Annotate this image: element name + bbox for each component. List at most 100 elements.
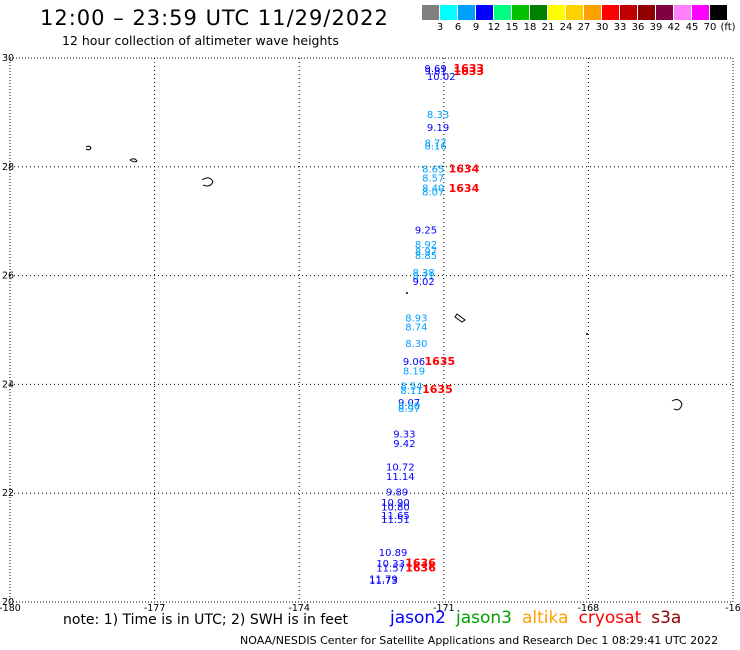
wave-height-label: 10.02 — [427, 72, 456, 83]
wave-height-label: 8.07 — [422, 187, 444, 198]
scale-label: 70 — [703, 22, 717, 33]
scale-swatch — [656, 5, 673, 20]
wave-height-label: 9.81 — [425, 67, 447, 78]
scale-swatch — [494, 5, 511, 20]
pass-time-label: 1636 — [405, 562, 436, 575]
footnote: note: 1) Time is in UTC; 2) SWH is in fe… — [63, 612, 349, 628]
wave-height-label: 9.42 — [393, 439, 415, 450]
wave-height-label: 9.06 — [403, 357, 425, 368]
wave-height-label: 8.92 — [415, 240, 437, 251]
scale-swatch — [710, 5, 727, 20]
scale-label: 39 — [649, 22, 663, 33]
scale-label: 6 — [454, 22, 462, 33]
latitude-label: 22 — [2, 488, 14, 499]
scale-label: 36 — [631, 22, 645, 33]
wave-height-label: 8.16 — [425, 142, 447, 153]
scale-label: 21 — [541, 22, 555, 33]
island-dot — [406, 292, 408, 294]
wave-height-label: 10.72 — [386, 463, 415, 474]
wave-height-label: 8.74 — [405, 323, 427, 334]
scale-label: 12 — [487, 22, 501, 33]
scale-label: 3 — [436, 22, 444, 33]
scale-label: 30 — [595, 22, 609, 33]
island-outline — [129, 158, 138, 163]
scale-label: 15 — [505, 22, 519, 33]
wave-height-label: 8.97 — [415, 247, 437, 258]
wave-height-label: 8.85 — [415, 251, 437, 262]
latitude-label: 28 — [2, 162, 14, 173]
latitude-label: 24 — [2, 379, 14, 390]
wave-height-label: 8.11 — [400, 386, 422, 397]
satellite-legend-item: jason3 — [456, 608, 512, 628]
scale-swatch — [422, 5, 439, 20]
wave-height-label: 10.33 — [376, 559, 405, 570]
wave-height-label: 8.93 — [405, 313, 427, 324]
longitude-label: -174 — [288, 603, 310, 614]
map-title: 12:00 – 23:59 UTC 11/29/2022 — [40, 6, 389, 30]
wave-height-label: 11.51 — [381, 515, 410, 526]
island-outline — [454, 313, 466, 323]
pass-time-label: 1634 — [449, 162, 480, 175]
wave-height-label: 8.54 — [400, 381, 422, 392]
island-dot — [586, 333, 588, 335]
wave-height-label: 10.90 — [381, 498, 410, 509]
scale-swatch — [602, 5, 619, 20]
pass-time-label: 1635 — [422, 383, 453, 396]
longitude-label: -16 — [725, 603, 740, 614]
scale-swatch — [548, 5, 565, 20]
wave-height-label: 11.65 — [381, 511, 410, 522]
wave-height-label: 8.80 — [398, 402, 420, 413]
scale-swatch — [512, 5, 529, 20]
pass-time-label: 1633 — [453, 65, 484, 78]
wave-height-label: 9.89 — [386, 488, 408, 499]
longitude-label: -177 — [144, 603, 166, 614]
wave-height-label: 9.25 — [415, 225, 437, 236]
scale-swatch — [530, 5, 547, 20]
scale-swatch — [458, 5, 475, 20]
latitude-label: 30 — [2, 53, 14, 64]
pass-time-label: 1634 — [449, 182, 480, 195]
wave-height-label: 8.71 — [412, 272, 434, 283]
wave-height-label: 11.14 — [386, 472, 415, 483]
wave-height-label: 11.79 — [369, 575, 398, 586]
wave-height-label: 8.77 — [425, 138, 447, 149]
satellite-legend-item: s3a — [651, 608, 682, 628]
scale-label: 45 — [685, 22, 699, 33]
scale-swatch — [638, 5, 655, 20]
satellite-legend-item: jason2 — [390, 608, 446, 628]
wave-height-label: 9.02 — [412, 277, 434, 288]
map-subtitle: 12 hour collection of altimeter wave hei… — [62, 33, 339, 48]
wave-height-label: 9.69 — [425, 64, 447, 75]
scale-swatch — [476, 5, 493, 20]
satellite-legend-item: cryosat — [578, 608, 642, 628]
scale-label: 33 — [613, 22, 627, 33]
scale-label: 18 — [523, 22, 537, 33]
scale-swatch — [584, 5, 601, 20]
wave-height-label: 11.57 — [376, 564, 405, 575]
pass-time-label: 1636 — [405, 556, 436, 569]
wave-height-label: 8.57 — [422, 174, 444, 185]
scale-label: 42 — [667, 22, 681, 33]
pass-time-label: 1633 — [453, 62, 484, 75]
scale-label: (ft) — [720, 22, 736, 33]
color-scale-legend: 3 6 9 12 15 18 21 24 27 30 33 36 39 42 45 70 (ft) — [422, 5, 736, 35]
credit-line: NOAA/NESDIS Center for Satellite Applica… — [240, 634, 719, 647]
wave-height-label: 9.19 — [427, 123, 449, 134]
satellite-legend-item: altika — [522, 608, 569, 628]
longitude-label: -180 — [0, 603, 21, 614]
scale-label: 24 — [559, 22, 573, 33]
scale-swatch — [566, 5, 583, 20]
wave-height-label: 9.33 — [393, 429, 415, 440]
island-outline — [201, 177, 214, 187]
latitude-label: 20 — [2, 597, 14, 608]
scale-swatch — [674, 5, 691, 20]
longitude-label: -168 — [578, 603, 600, 614]
wave-height-label: 8.40 — [422, 183, 444, 194]
scale-label: 27 — [577, 22, 591, 33]
wave-height-label: 10.80 — [381, 502, 410, 513]
satellite-legend: jason2 jason3 altika cryosat s3a — [390, 608, 691, 628]
wave-height-label: 11.73 — [369, 576, 398, 587]
latitude-label: 26 — [2, 271, 14, 282]
wave-height-label: 10.89 — [379, 548, 408, 559]
